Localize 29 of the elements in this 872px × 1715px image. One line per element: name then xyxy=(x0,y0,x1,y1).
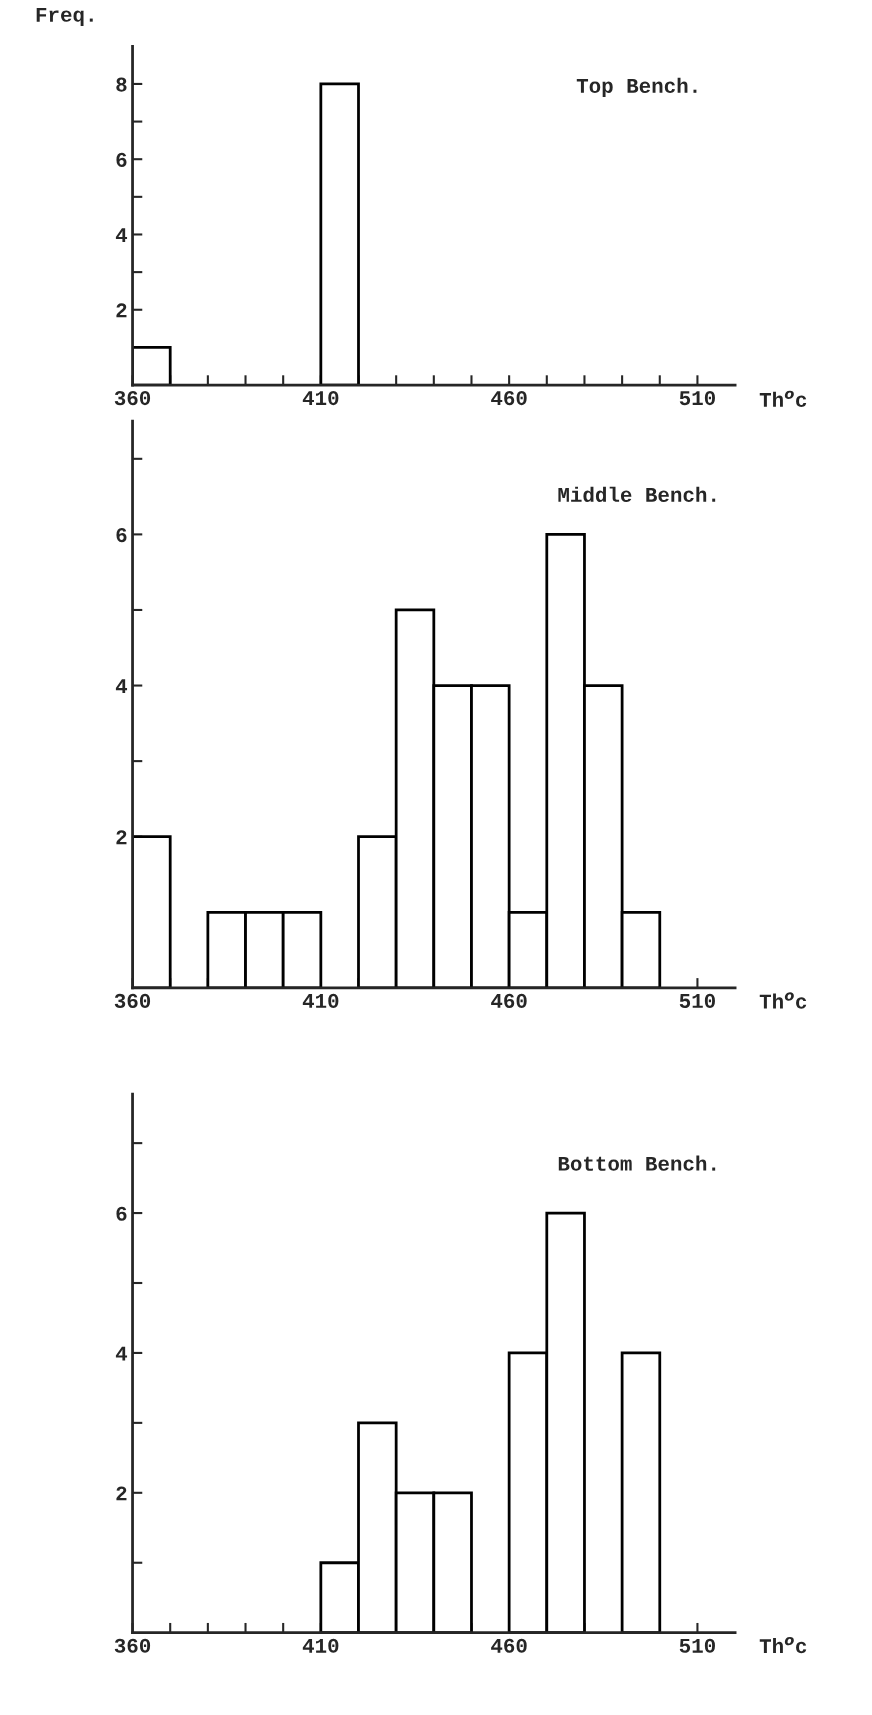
x-tick-label: 360 xyxy=(114,1638,151,1653)
x-tick-label: 460 xyxy=(491,1638,527,1653)
y-tick-label: 6 xyxy=(116,1206,127,1221)
x-axis-title: Th$^{o}$c xyxy=(759,390,807,407)
y-tick-label: 4 xyxy=(115,679,128,694)
y-tick-label: 2 xyxy=(116,830,127,845)
x-tick-label: 410 xyxy=(302,391,339,406)
y-tick-label: 4 xyxy=(115,1346,128,1361)
x-tick-label: 460 xyxy=(491,391,527,406)
annotation: Top Bench. xyxy=(576,77,697,98)
x-tick-label: 510 xyxy=(679,993,715,1008)
x-tick-label: 510 xyxy=(679,1638,715,1653)
y-tick-label: 8 xyxy=(116,77,127,92)
y-tick-label: 2 xyxy=(116,303,127,318)
x-axis-title: Th$^{o}$c xyxy=(759,992,807,1009)
y-tick-label: 6 xyxy=(116,152,127,167)
y-tick-label: 2 xyxy=(116,1486,127,1501)
x-tick-label: 360 xyxy=(114,391,151,406)
annotation: Bottom Bench. xyxy=(558,1155,716,1171)
x-tick-label: 360 xyxy=(114,993,151,1009)
y-tick-label: 4 xyxy=(115,228,128,243)
y-axis-title: Freq. xyxy=(36,7,93,26)
x-tick-label: 510 xyxy=(679,391,715,406)
x-tick-label: 410 xyxy=(302,1638,339,1653)
x-tick-label: 460 xyxy=(491,993,527,1008)
x-axis-title: Th$^{o}$c xyxy=(759,1636,807,1654)
x-tick-label: 410 xyxy=(302,993,339,1008)
annotation: Middle Bench. xyxy=(558,486,716,502)
y-tick-label: 6 xyxy=(116,528,127,543)
